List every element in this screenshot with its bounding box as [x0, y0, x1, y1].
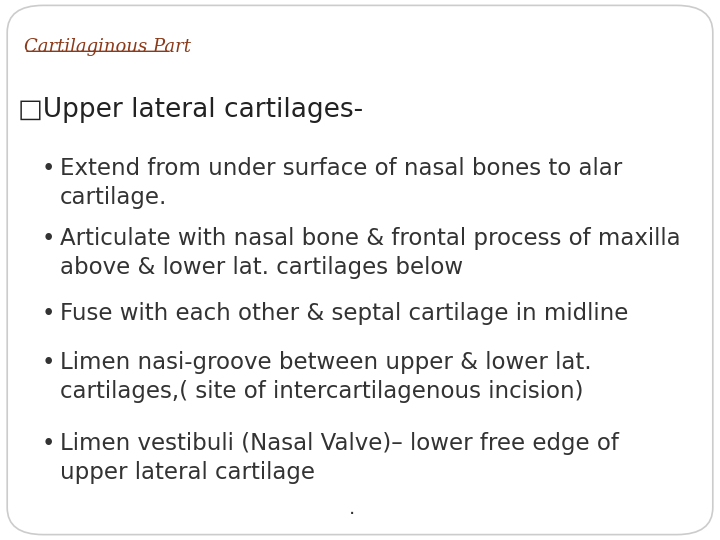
Text: •: •	[42, 302, 55, 326]
Text: Cartilaginous Part: Cartilaginous Part	[24, 38, 191, 56]
Text: Extend from under surface of nasal bones to alar
cartilage.: Extend from under surface of nasal bones…	[60, 157, 622, 209]
Text: Limen vestibuli (Nasal Valve)– lower free edge of
upper lateral cartilage: Limen vestibuli (Nasal Valve)– lower fre…	[60, 432, 619, 484]
Text: •: •	[42, 227, 55, 250]
Text: •: •	[42, 432, 55, 455]
Text: .: .	[349, 500, 355, 518]
Text: •: •	[42, 157, 55, 180]
Text: •: •	[42, 351, 55, 374]
Text: □Upper lateral cartilages-: □Upper lateral cartilages-	[18, 97, 363, 123]
Text: Limen nasi-groove between upper & lower lat.
cartilages,( site of intercartilage: Limen nasi-groove between upper & lower …	[60, 351, 592, 403]
Text: Articulate with nasal bone & frontal process of maxilla
above & lower lat. carti: Articulate with nasal bone & frontal pro…	[60, 227, 681, 279]
Text: Fuse with each other & septal cartilage in midline: Fuse with each other & septal cartilage …	[60, 302, 629, 326]
